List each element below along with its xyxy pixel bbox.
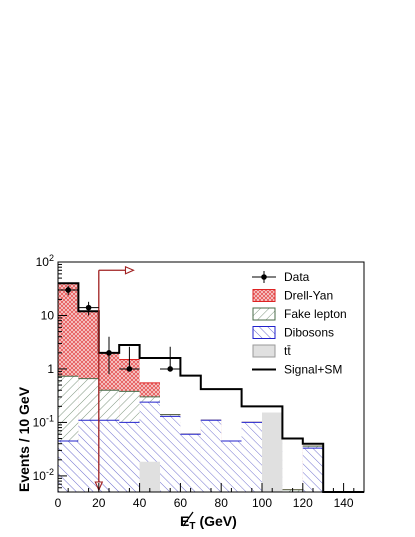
dibosons-bin bbox=[221, 440, 242, 492]
legend-entry-data: Data bbox=[252, 270, 310, 284]
dibosons-bin bbox=[98, 420, 120, 492]
legend-entry-total: Signal+SM bbox=[252, 363, 342, 377]
dibosons-bin bbox=[160, 416, 181, 492]
dibosons-bin bbox=[200, 420, 222, 492]
ttbar-bin bbox=[262, 413, 283, 492]
svg-text:ET(GeV): ET (GeV) bbox=[180, 513, 237, 532]
y-tick-label: 1 bbox=[47, 362, 54, 376]
y-tick-label: 10-1 bbox=[33, 413, 54, 429]
legend-drell_yan-label: Drell-Yan bbox=[284, 289, 333, 303]
x-tick-label: 20 bbox=[92, 496, 106, 510]
y-axis-title: Events / 10 GeV bbox=[16, 386, 32, 492]
x-tick-label: 40 bbox=[133, 496, 147, 510]
legend-total-label: Signal+SM bbox=[284, 363, 342, 377]
x-axis-title-unit: (GeV) bbox=[199, 513, 236, 529]
dibosons-bin bbox=[241, 422, 262, 492]
y-tick-exponent: -1 bbox=[46, 413, 54, 423]
dibosons-bin bbox=[302, 448, 324, 492]
legend-entry-fake_lepton: Fake lepton bbox=[252, 307, 347, 321]
legend-ttbar-label: tt̄ bbox=[284, 344, 291, 358]
legend-fake_lepton-label: Fake lepton bbox=[284, 307, 347, 321]
x-tick-label: 80 bbox=[215, 496, 229, 510]
data-points bbox=[58, 285, 181, 375]
data-point bbox=[119, 346, 140, 372]
x-tick-label: 120 bbox=[293, 496, 313, 510]
y-tick-exponent: -2 bbox=[46, 467, 54, 477]
legend-data-label: Data bbox=[284, 270, 310, 284]
dibosons-bin bbox=[58, 440, 79, 492]
dibosons-bin bbox=[78, 420, 99, 492]
legend-fake_lepton-swatch bbox=[252, 307, 276, 321]
legend-data-marker bbox=[261, 274, 267, 280]
cut-arrow bbox=[94, 265, 135, 492]
legend-dibosons-swatch bbox=[252, 326, 276, 339]
x-axis-title-subscript: T bbox=[189, 521, 195, 532]
dibosons-bin bbox=[180, 434, 201, 492]
dibosons-bin bbox=[119, 422, 140, 492]
x-axis-title-symbol: E bbox=[180, 513, 189, 529]
data-point bbox=[98, 336, 120, 375]
data-marker bbox=[106, 350, 112, 356]
data-point bbox=[160, 346, 181, 372]
x-tick-label: 60 bbox=[174, 496, 188, 510]
y-tick-label: 10-2 bbox=[33, 467, 54, 483]
y-tick-base: 10 bbox=[41, 308, 55, 322]
x-tick-label: 100 bbox=[252, 496, 272, 510]
data-marker bbox=[126, 366, 133, 372]
plot-area bbox=[58, 265, 364, 493]
legend: Data Drell-Yan Fake lepton Dibosons tt̄ Signa… bbox=[252, 270, 347, 377]
legend-drell_yan-swatch bbox=[252, 289, 276, 302]
y-tick-exponent: 2 bbox=[49, 253, 54, 263]
cut-right-arrowhead bbox=[124, 265, 135, 275]
x-tick-label: 0 bbox=[55, 496, 62, 510]
stacked-histograms bbox=[58, 282, 324, 492]
y-tick-base: 10 bbox=[36, 255, 50, 269]
x-tick-label: 140 bbox=[334, 496, 354, 510]
data-point bbox=[78, 301, 99, 316]
x-axis-title: ET (GeV) bbox=[180, 511, 237, 532]
y-tick-base: 10 bbox=[33, 469, 47, 483]
data-marker bbox=[167, 366, 173, 372]
legend-dibosons-label: Dibosons bbox=[284, 326, 334, 340]
ttbar-bin bbox=[139, 462, 160, 492]
x-axis-ticks: 0 20 40 60 80 100 120 140 bbox=[55, 483, 355, 510]
legend-entry-dibosons: Dibosons bbox=[252, 326, 334, 340]
data-marker bbox=[65, 287, 71, 293]
data-marker bbox=[85, 304, 92, 311]
y-tick-base: 1 bbox=[47, 362, 54, 376]
legend-ttbar-swatch bbox=[252, 344, 276, 358]
y-tick-base: 10 bbox=[33, 415, 47, 429]
legend-entry-ttbar: tt̄ bbox=[252, 344, 291, 358]
y-tick-label: 10 bbox=[41, 308, 55, 322]
histogram-ttbar bbox=[139, 412, 283, 492]
legend-entry-drell_yan: Drell-Yan bbox=[252, 289, 333, 303]
y-tick-label: 102 bbox=[36, 253, 54, 269]
met-slash bbox=[182, 511, 194, 527]
